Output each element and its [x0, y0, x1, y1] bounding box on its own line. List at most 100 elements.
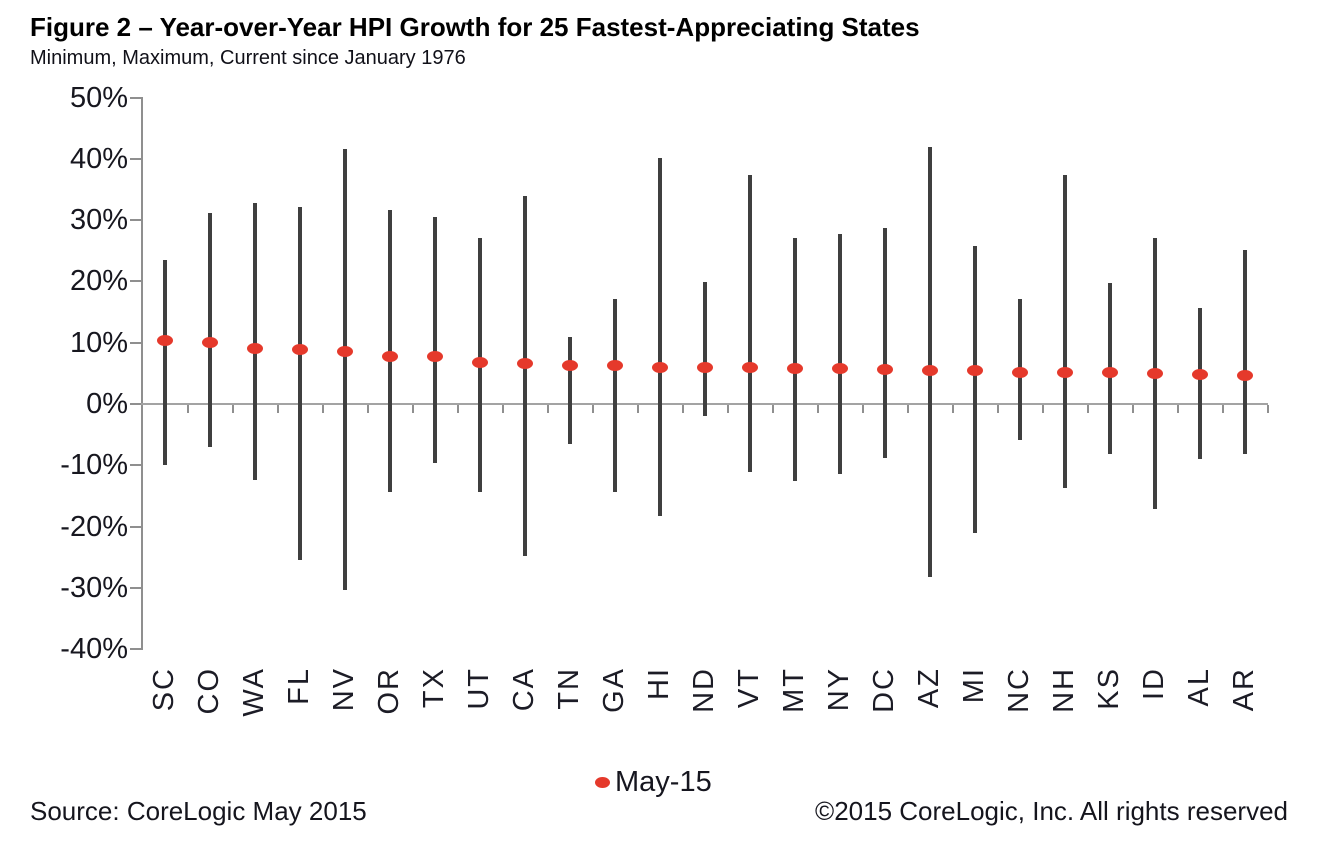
y-axis-tick-label: 20% [69, 265, 128, 298]
range-bar-tx [433, 217, 437, 463]
x-axis-minor-tick [1131, 405, 1134, 413]
y-axis-tick-label: -20% [60, 510, 128, 543]
x-axis-state-label-or: OR [373, 667, 405, 715]
range-bar-dc [883, 228, 887, 458]
x-axis-state-label-ga: GA [598, 667, 630, 713]
x-axis-minor-tick [411, 405, 414, 413]
range-bar-mi [973, 245, 977, 533]
x-axis-state-label-co: CO [193, 667, 225, 715]
y-axis-tick [130, 586, 143, 589]
x-axis-state-label-hi: HI [643, 667, 675, 700]
x-axis-minor-tick [546, 405, 549, 413]
current-dot-dc [877, 364, 893, 376]
current-dot-ga [607, 360, 623, 372]
range-bar-ga [613, 298, 617, 492]
x-axis-minor-tick [276, 405, 279, 413]
current-dot-ks [1102, 367, 1118, 379]
y-axis-tick [130, 219, 143, 222]
x-axis-state-label-ks: KS [1093, 667, 1125, 710]
current-dot-ca [517, 358, 533, 370]
range-bar-sc [163, 259, 167, 466]
current-dot-co [202, 337, 218, 349]
x-axis-minor-tick [1266, 405, 1269, 413]
y-axis-line [141, 96, 143, 651]
range-bar-tn [568, 337, 572, 445]
x-axis-state-label-az: AZ [913, 667, 945, 709]
current-dot-tx [427, 351, 443, 363]
x-axis-minor-tick [231, 405, 234, 413]
x-axis-minor-tick [1086, 405, 1089, 413]
x-axis-minor-tick [366, 405, 369, 413]
current-dot-ut [472, 357, 488, 369]
x-axis-minor-tick [1041, 405, 1044, 413]
current-dot-nd [697, 362, 713, 374]
x-axis-state-label-ny: NY [823, 667, 855, 712]
figure-title: Figure 2 – Year-over-Year HPI Growth for… [30, 12, 920, 42]
y-axis-tick [130, 280, 143, 283]
x-axis-minor-tick [456, 405, 459, 413]
current-dot-al [1192, 369, 1208, 381]
current-dot-vt [742, 362, 758, 374]
x-axis-state-label-ca: CA [508, 667, 540, 712]
chart-legend: May-15 [595, 766, 712, 799]
copyright-text: ©2015 CoreLogic, Inc. All rights reserve… [815, 796, 1288, 826]
range-bar-al [1198, 308, 1202, 460]
x-axis-state-label-ar: AR [1228, 667, 1260, 712]
range-bar-nv [343, 148, 347, 591]
current-dot-mi [967, 364, 983, 376]
current-dot-id [1147, 368, 1163, 380]
x-axis-minor-tick [771, 405, 774, 413]
range-bar-nd [703, 282, 707, 417]
y-axis-tick-label: -40% [60, 633, 128, 666]
current-dot-mt [787, 362, 803, 374]
x-axis-minor-tick [906, 405, 909, 413]
range-bar-wa [253, 202, 257, 480]
x-axis-minor-tick [816, 405, 819, 413]
current-dot-fl [292, 343, 308, 355]
current-dot-hi [652, 361, 668, 373]
range-bar-ny [838, 233, 842, 474]
x-axis-state-label-dc: DC [868, 667, 900, 713]
y-axis-tick-label: 10% [69, 326, 128, 359]
x-axis-minor-tick [636, 405, 639, 413]
x-axis-minor-tick [1221, 405, 1224, 413]
x-axis-minor-tick [996, 405, 999, 413]
x-axis-state-label-tn: TN [553, 667, 585, 710]
range-bar-ca [523, 196, 527, 557]
y-axis-tick [130, 96, 143, 99]
current-dot-tn [562, 359, 578, 371]
range-bar-hi [658, 158, 662, 517]
y-axis-tick-label: 0% [86, 388, 128, 420]
x-axis-state-label-nc: NC [1003, 667, 1035, 713]
y-axis-tick-label: -10% [60, 449, 128, 482]
y-axis-tick [130, 464, 143, 467]
range-bar-mt [793, 238, 797, 482]
source-text: Source: CoreLogic May 2015 [30, 796, 367, 826]
legend-red-dot-icon [595, 777, 610, 788]
x-axis-state-label-id: ID [1138, 667, 1170, 700]
x-axis-state-label-nh: NH [1048, 667, 1080, 713]
current-dot-sc [157, 334, 173, 346]
y-axis-tick-label: 30% [69, 204, 128, 237]
figure-subtitle: Minimum, Maximum, Current since January … [30, 47, 466, 69]
legend-label: May-15 [615, 766, 712, 798]
range-bar-az [928, 147, 932, 577]
y-axis-tick-label: 50% [69, 81, 128, 114]
current-dot-or [382, 350, 398, 362]
x-axis-minor-tick [861, 405, 864, 413]
y-axis-tick [130, 525, 143, 528]
x-axis-state-label-mi: MI [958, 667, 990, 704]
x-axis-state-label-nd: ND [688, 667, 720, 713]
current-dot-az [922, 364, 938, 376]
x-axis-state-label-fl: FL [283, 667, 315, 705]
current-dot-ar [1237, 369, 1253, 381]
current-dot-nc [1012, 366, 1028, 378]
y-axis-tick [130, 403, 143, 405]
y-axis-tick-label: -30% [60, 571, 128, 604]
range-bar-co [208, 212, 212, 447]
x-axis-minor-tick [951, 405, 954, 413]
x-axis-state-label-nv: NV [328, 667, 360, 712]
y-axis-tick [130, 648, 143, 651]
x-axis-state-label-ut: UT [463, 667, 495, 710]
x-axis-minor-tick [186, 405, 189, 413]
